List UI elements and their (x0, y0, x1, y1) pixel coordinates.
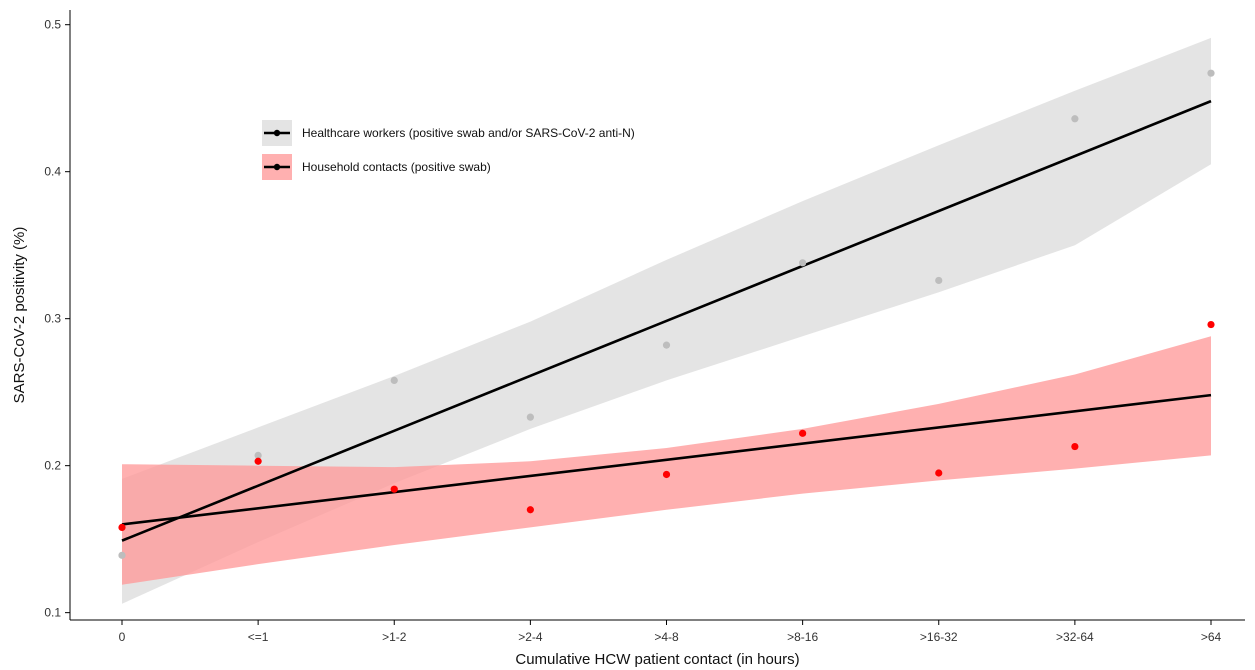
data-point-series-1 (118, 523, 126, 531)
fit-line-1 (121, 393, 1212, 526)
x-tick-label: >8-16 (787, 630, 818, 644)
x-tick-label: >1-2 (382, 630, 407, 644)
y-tick-label: 0.2 (44, 459, 61, 473)
x-tick-label: <=1 (248, 630, 269, 644)
y-tick-label: 0.5 (44, 18, 61, 32)
data-point-series-1 (662, 470, 671, 479)
legend-label: Household contacts (positive swab) (302, 160, 491, 174)
data-point-series-0 (935, 276, 943, 285)
legend-label: Healthcare workers (positive swab and/or… (302, 126, 635, 140)
x-tick-label: >2-4 (518, 630, 543, 644)
data-point-series-0 (1207, 69, 1215, 77)
data-point-series-1 (254, 457, 262, 465)
data-points (118, 69, 1215, 559)
axes (69, 10, 1245, 621)
y-tick-label: 0.4 (44, 165, 61, 179)
y-tick-label: 0.1 (44, 606, 61, 620)
y-tick-label: 0.3 (44, 312, 61, 326)
x-tick-label: 0 (119, 630, 126, 644)
x-tick-label: >16-32 (920, 630, 958, 644)
data-point-series-0 (390, 376, 398, 385)
legend-key-point (273, 163, 281, 171)
x-axis-title: Cumulative HCW patient contact (in hours… (515, 651, 799, 668)
data-point-series-0 (1071, 115, 1079, 123)
y-axis-title: SARS-CoV-2 positivity (%) (11, 227, 28, 404)
fit-lines (121, 99, 1212, 542)
legend-key-point (273, 129, 281, 137)
legend: Healthcare workers (positive swab and/or… (262, 120, 635, 180)
data-point-series-0 (799, 259, 807, 267)
data-point-series-1 (526, 506, 534, 514)
y-ticks: 0.1 0.2 0.3 0.4 0.5 (44, 18, 70, 620)
data-point-series-0 (526, 413, 534, 421)
data-point-series-1 (799, 429, 807, 437)
data-point-series-0 (118, 551, 126, 559)
data-point-series-1 (390, 485, 398, 493)
x-tick-label: >32-64 (1056, 630, 1094, 644)
x-ticks: 0 <=1 >1-2 >2-4 >4-8 >8-16 >16-32 >32-64 >64 (119, 620, 1222, 644)
data-point-series-1 (1071, 442, 1079, 451)
data-point-series-0 (254, 451, 262, 459)
fit-line-0 (121, 99, 1212, 542)
data-point-series-1 (1207, 320, 1215, 329)
x-tick-label: >64 (1201, 630, 1222, 644)
x-tick-label: >4-8 (654, 630, 679, 644)
data-point-series-0 (662, 341, 671, 349)
data-point-series-1 (935, 469, 943, 477)
